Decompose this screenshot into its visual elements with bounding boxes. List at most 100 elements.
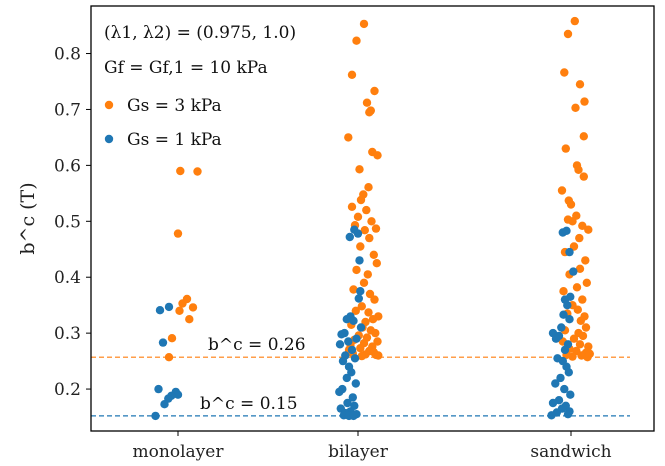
data-point <box>569 242 579 251</box>
data-point <box>578 221 587 230</box>
data-point <box>167 334 177 343</box>
data-point <box>578 295 587 304</box>
data-point <box>568 217 577 226</box>
data-point <box>371 224 381 233</box>
data-point <box>576 316 585 325</box>
y-tick-label: 0.6 <box>54 156 81 176</box>
data-point <box>348 393 357 402</box>
legend-entry-3kpa: Gs = 3 kPa <box>127 96 222 116</box>
data-point <box>566 390 575 399</box>
data-point <box>359 19 369 29</box>
plot-area: 0.2 0.3 0.4 0.5 0.6 0.7 0.8 monolayer bilayer sa… <box>54 5 655 462</box>
data-point <box>352 36 361 45</box>
data-point <box>569 267 578 276</box>
data-point <box>582 278 591 287</box>
data-point <box>569 334 579 343</box>
y-tick-label: 0.3 <box>54 324 81 344</box>
data-point <box>556 373 565 383</box>
y-tick-label: 0.4 <box>54 268 81 288</box>
data-point <box>351 306 360 315</box>
data-point <box>347 202 357 211</box>
data-point <box>356 344 365 353</box>
data-point <box>579 172 588 181</box>
threshold-annotation: b^c = 0.15 <box>200 394 298 414</box>
data-point <box>374 351 383 360</box>
data-point <box>368 315 378 324</box>
data-point <box>369 250 378 259</box>
legend-line-stretch: (λ1, λ2) = (0.975, 1.0) <box>104 23 296 43</box>
data-point <box>344 337 353 346</box>
data-point <box>578 331 588 341</box>
data-point <box>178 299 187 308</box>
data-point <box>164 353 174 362</box>
data-point <box>164 302 174 312</box>
data-point <box>575 233 584 243</box>
data-point <box>343 398 352 408</box>
data-point <box>584 225 593 234</box>
data-point <box>565 315 574 324</box>
data-point <box>356 195 366 205</box>
data-point <box>575 80 585 89</box>
data-point <box>365 233 374 243</box>
data-point <box>188 303 198 312</box>
data-point <box>364 308 373 317</box>
legend-line-fiber-modulus: Gf = Gf,1 = 10 kPa <box>104 58 268 78</box>
data-point <box>344 133 353 142</box>
data-point <box>563 301 572 310</box>
data-point <box>547 411 556 420</box>
legend-entry-1kpa: Gs = 1 kPa <box>127 130 222 150</box>
data-point <box>551 334 561 343</box>
data-point <box>173 229 183 238</box>
data-point <box>353 212 363 221</box>
y-tick-label: 0.7 <box>54 100 81 120</box>
data-point <box>349 411 358 421</box>
data-point <box>357 351 366 361</box>
data-point <box>559 310 568 319</box>
data-point <box>362 205 371 215</box>
x-tick-label: bilayer <box>328 442 389 462</box>
data-point <box>574 165 583 174</box>
data-point <box>563 410 573 419</box>
data-point <box>565 247 574 257</box>
data-point <box>351 379 360 388</box>
data-point <box>155 306 165 315</box>
legend: (λ1, λ2) = (0.975, 1.0) Gf = Gf,1 = 10 k… <box>104 23 296 150</box>
plot-frame <box>90 5 655 432</box>
data-point <box>560 345 570 355</box>
data-point <box>548 398 558 408</box>
data-point <box>363 270 372 279</box>
data-point <box>370 86 379 96</box>
data-point <box>581 256 590 265</box>
data-point <box>335 340 345 349</box>
data-point <box>370 295 379 304</box>
data-point <box>349 285 358 294</box>
y-tick-label: 0.5 <box>54 212 81 232</box>
x-tick-label: monolayer <box>133 442 225 462</box>
data-point <box>566 200 576 209</box>
data-point <box>356 323 366 332</box>
data-point <box>355 256 364 265</box>
data-point <box>573 305 582 314</box>
data-point <box>345 232 354 242</box>
data-point <box>373 151 382 160</box>
data-point <box>347 368 356 377</box>
data-point <box>372 259 381 268</box>
data-point <box>557 186 567 195</box>
data-point <box>570 16 579 26</box>
data-point <box>352 265 361 275</box>
data-point <box>175 306 184 315</box>
data-point <box>364 183 373 192</box>
data-point <box>561 144 570 153</box>
legend-marker-blue <box>104 134 114 144</box>
data-point <box>158 338 168 347</box>
data-point <box>373 337 382 346</box>
data-point <box>176 166 185 176</box>
y-tick-label: 0.8 <box>54 45 81 65</box>
scatter-points <box>151 16 594 421</box>
data-point <box>342 315 351 324</box>
data-point <box>575 264 585 273</box>
data-point <box>371 328 380 338</box>
data-point <box>583 353 592 362</box>
data-point <box>185 315 194 324</box>
